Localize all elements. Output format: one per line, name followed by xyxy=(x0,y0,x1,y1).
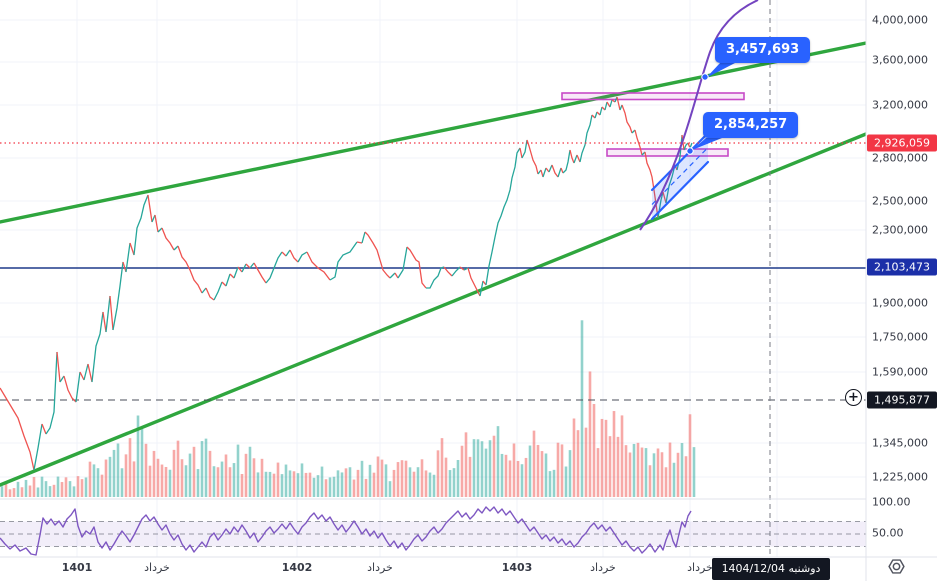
price-series xyxy=(0,96,693,471)
price-axis-label: 1,225,000 xyxy=(872,470,928,484)
crosshair-date-badge: دوشنبه 1404/12/04 xyxy=(712,558,830,580)
time-axis-label: خرداد xyxy=(144,561,170,574)
price-axis-label: 4,000,000 xyxy=(872,13,928,27)
magenta-range-boxes[interactable] xyxy=(561,92,745,157)
rsi-pane xyxy=(0,521,866,547)
price-badge-last: 2,926,059 xyxy=(867,134,937,152)
price-axis-label: 2,500,000 xyxy=(872,194,928,208)
price-axis-label: 2,800,000 xyxy=(872,151,928,165)
price-label-callout-lower[interactable]: 2,854,257 xyxy=(703,112,799,138)
chart-area[interactable] xyxy=(0,0,866,557)
price-axis-label: 1,590,000 xyxy=(872,365,928,379)
time-axis-label: 1402 xyxy=(281,561,313,574)
price-axis-label: 2,300,000 xyxy=(872,223,928,237)
price-axis-label: 100.00 xyxy=(872,495,911,509)
time-axis-label: خرداد xyxy=(590,561,616,574)
trend-lines[interactable] xyxy=(0,41,866,487)
time-axis-label: خرداد xyxy=(687,561,713,574)
price-axis-label: 1,900,000 xyxy=(872,296,928,310)
price-label-callout-upper[interactable]: 3,457,693 xyxy=(715,37,811,63)
price-badge-hline-dashed: 1,495,877 xyxy=(867,391,937,409)
price-axis-label: 3,600,000 xyxy=(872,53,928,67)
price-axis-label: 50.00 xyxy=(872,526,904,540)
add-alert-plus-button[interactable]: + xyxy=(845,389,862,406)
rsi-line xyxy=(0,506,692,556)
time-axis-label: 1403 xyxy=(501,561,533,574)
price-badge-hline-navy: 2,103,473 xyxy=(867,258,937,276)
price-axis-label: 3,200,000 xyxy=(872,98,928,112)
purple-projection-curve[interactable] xyxy=(639,0,759,231)
time-axis-label: 1401 xyxy=(61,561,93,574)
gear-glyph xyxy=(888,559,905,574)
grid-lines xyxy=(0,0,866,557)
callout-anchor-dot-1 xyxy=(686,147,694,155)
volume-histogram xyxy=(0,320,696,497)
callout-anchor-dot-0 xyxy=(701,73,709,81)
axis-settings-gear-icon[interactable] xyxy=(887,557,906,580)
price-axis-label: 1,345,000 xyxy=(872,436,928,450)
time-axis-label: خرداد xyxy=(367,561,393,574)
price-axis-label: 1,750,000 xyxy=(872,330,928,344)
